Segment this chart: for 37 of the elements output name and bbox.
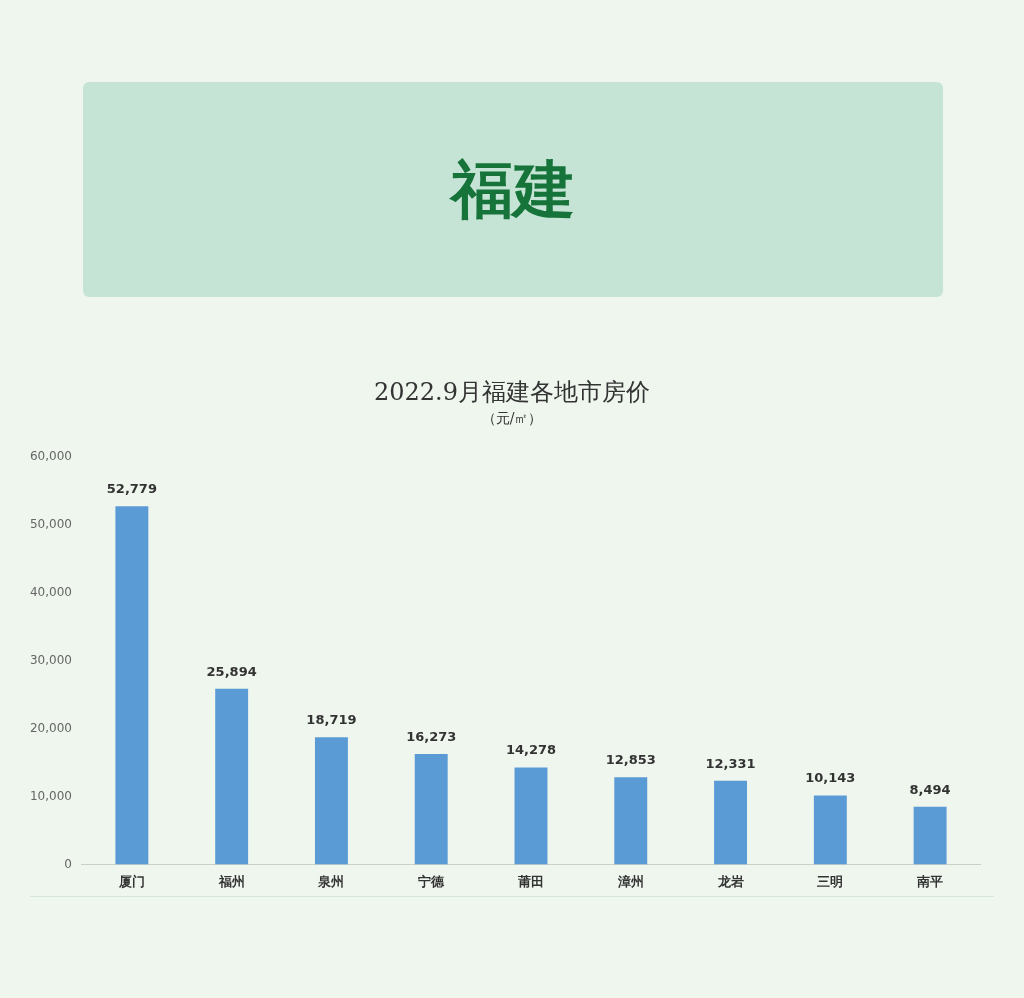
data-label: 14,278 bbox=[505, 742, 557, 758]
chart-subtitle: （元/㎡） bbox=[480, 410, 544, 428]
bar bbox=[215, 688, 249, 865]
x-tick-label: 漳州 bbox=[616, 873, 644, 889]
x-tick-label: 厦门 bbox=[117, 873, 145, 889]
bar bbox=[714, 780, 748, 865]
chart-title: 2022.9月福建各地市房价 bbox=[373, 377, 651, 408]
x-tick-label: 福州 bbox=[217, 873, 245, 889]
data-label: 10,143 bbox=[805, 770, 856, 786]
bar bbox=[614, 777, 648, 865]
x-tick-label: 龙岩 bbox=[716, 873, 744, 889]
y-tick-label: 60,000 bbox=[29, 449, 72, 464]
data-label: 12,331 bbox=[705, 755, 756, 771]
data-label: 52,779 bbox=[106, 481, 157, 497]
y-tick-label: 10,000 bbox=[29, 788, 72, 803]
y-tick-label: 0 bbox=[64, 856, 72, 871]
y-tick-label: 40,000 bbox=[29, 585, 72, 600]
data-label: 16,273 bbox=[406, 728, 457, 744]
x-tick-label: 泉州 bbox=[317, 873, 345, 889]
data-label: 18,719 bbox=[306, 712, 357, 728]
text: 福建 bbox=[83, 82, 943, 297]
data-label: 25,894 bbox=[206, 663, 257, 679]
x-tick-label: 宁德 bbox=[418, 873, 446, 889]
y-tick-label: 30,000 bbox=[29, 652, 72, 667]
data-label: 8,494 bbox=[909, 781, 951, 797]
y-tick-label: 50,000 bbox=[29, 517, 72, 532]
x-tick-label: 三明 bbox=[817, 873, 844, 889]
bar bbox=[414, 753, 448, 865]
bar bbox=[913, 806, 947, 865]
x-tick-label: 南平 bbox=[916, 873, 944, 889]
data-label: 12,853 bbox=[605, 752, 656, 768]
bar bbox=[813, 795, 847, 865]
y-tick-label: 20,000 bbox=[29, 720, 72, 735]
bar bbox=[115, 506, 149, 865]
bar bbox=[314, 737, 348, 865]
bar bbox=[514, 767, 548, 865]
x-tick-label: 莆田 bbox=[516, 873, 544, 889]
